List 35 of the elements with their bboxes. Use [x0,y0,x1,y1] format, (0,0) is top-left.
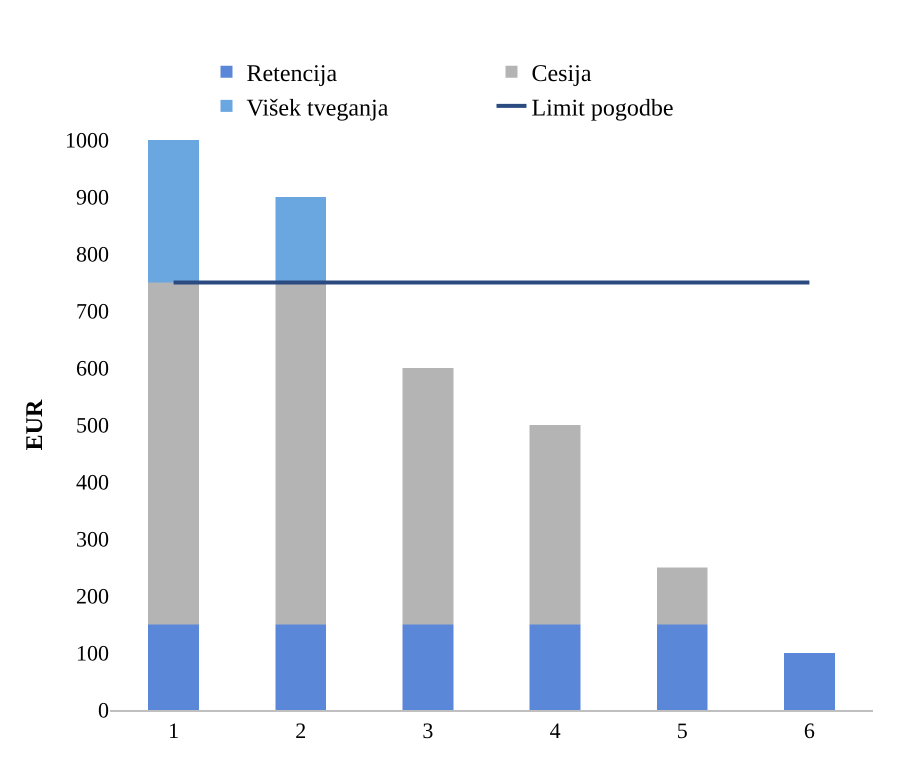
bar [530,425,581,624]
y-axis-title: EUR [22,398,48,450]
bar [275,197,326,282]
bar [148,282,200,624]
x-tick-label: 2 [295,718,306,744]
y-tick-label: 900 [76,184,109,210]
y-tick-label: 0 [98,698,109,723]
bar [656,568,708,624]
bar [275,282,326,624]
bar [656,624,708,710]
bar [402,624,454,710]
y-tick-label: 500 [76,412,109,438]
legend-label: Retencija [246,61,338,88]
y-tick-label: 100 [76,640,109,666]
y-tick-label: 1000 [65,128,109,153]
x-tick-label: 1 [168,718,180,744]
y-tick-label: 700 [76,298,109,324]
y-tick-label: 200 [76,584,109,609]
bar [275,624,326,710]
y-tick-label: 400 [76,470,109,495]
x-tick-label: 6 [804,718,815,744]
legend-label: Višek tveganja [246,95,389,122]
legend-label: Limit pogodbe [532,95,674,122]
bar [148,624,200,710]
bar [402,368,454,624]
y-tick-label: 600 [76,356,109,381]
bar [148,140,200,282]
legend-label: Cesija [532,61,592,88]
bar [530,624,581,710]
y-tick-label: 300 [76,526,109,552]
y-tick-label: 800 [76,242,109,267]
bar [784,653,835,710]
x-tick-label: 3 [422,718,434,744]
x-tick-label: 5 [676,718,688,744]
x-tick-label: 4 [550,718,561,744]
